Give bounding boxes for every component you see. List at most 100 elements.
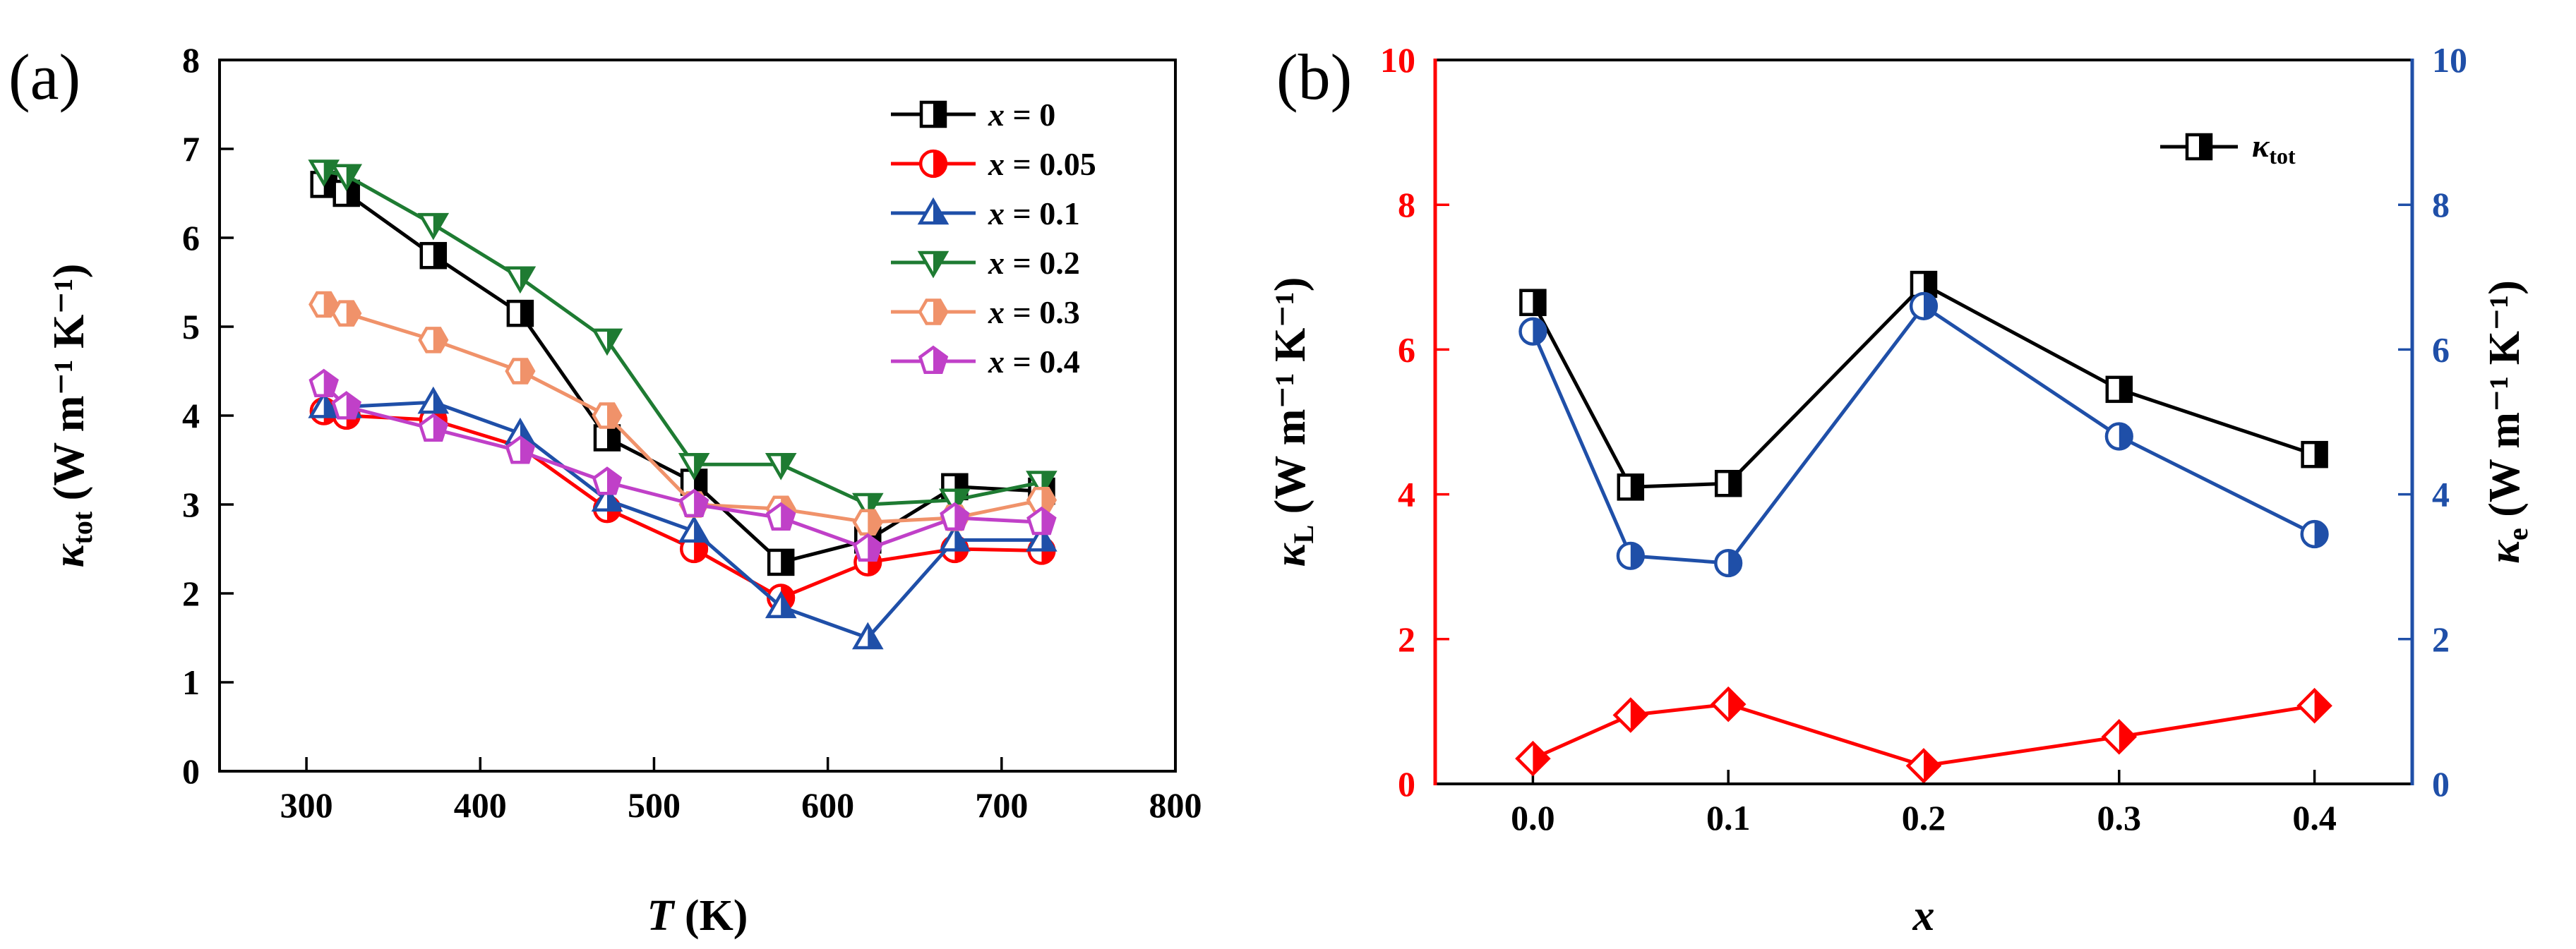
marker-shape <box>330 164 363 192</box>
marker-half-fill <box>1533 290 1545 315</box>
legend-marker <box>2185 133 2213 161</box>
x-tick-label: 0.2 <box>1902 798 1946 838</box>
data-point <box>331 300 362 327</box>
y-tick-label: 3 <box>182 485 200 524</box>
legend-marker <box>918 149 948 179</box>
data-point <box>1612 697 1649 733</box>
y-left-tick-label: 2 <box>1398 619 1415 659</box>
marker-half-fill <box>2199 135 2211 159</box>
x-tick-label: 400 <box>454 785 507 825</box>
marker-shape <box>2104 422 2133 451</box>
marker-shape <box>767 548 795 576</box>
marker-shape <box>2301 440 2328 469</box>
legend-label: x = 0.4 <box>988 344 1080 380</box>
data-point <box>308 368 339 397</box>
marker-shape <box>308 291 340 318</box>
marker-shape <box>592 466 623 495</box>
y-tick-label: 7 <box>182 129 200 169</box>
data-point <box>593 424 621 452</box>
marker-shape <box>1518 317 1547 346</box>
marker-half-fill <box>1728 471 1741 496</box>
marker-shape <box>1714 548 1743 578</box>
marker-half-fill <box>346 181 359 205</box>
data-point <box>417 212 450 241</box>
marker-shape <box>917 197 949 225</box>
marker-half-fill <box>2119 377 2131 401</box>
data-point <box>419 241 448 270</box>
marker-shape <box>592 402 623 429</box>
legend-marker <box>918 345 949 375</box>
marker-shape <box>1515 740 1551 777</box>
x-tick-label: 800 <box>1149 785 1202 825</box>
marker-shape <box>1714 469 1742 497</box>
legend-label: x = 0.05 <box>988 146 1096 182</box>
data-point <box>1616 541 1645 570</box>
y-tick-label: 6 <box>182 218 200 258</box>
marker-shape <box>331 391 361 420</box>
series-line <box>322 383 1042 551</box>
data-point <box>2104 422 2133 451</box>
data-point <box>331 391 361 420</box>
data-point <box>1909 291 1939 320</box>
y-tick-label: 4 <box>182 396 200 435</box>
series-line <box>1531 282 2316 489</box>
legend-label: x = 0.3 <box>988 294 1080 330</box>
marker-shape <box>418 413 449 442</box>
legend-label: x = 0 <box>988 97 1055 133</box>
marker-half-fill <box>694 470 707 495</box>
data-point <box>592 466 623 495</box>
marker-shape <box>1710 686 1747 723</box>
marker-shape <box>852 622 884 650</box>
panel-a-chart: (a) 300 400 500 600 700 800 0 1 2 3 4 5 6 7 8 T (K) κtot … <box>8 40 1202 940</box>
y-right-tick-label: 8 <box>2432 185 2450 224</box>
marker-shape <box>308 159 340 187</box>
plot-frame <box>218 59 1177 773</box>
data-point <box>2296 687 2332 724</box>
y-tick-label: 5 <box>182 307 200 346</box>
marker-shape <box>852 509 883 536</box>
marker-shape <box>418 327 449 353</box>
data-point <box>506 299 534 327</box>
data-point <box>505 358 536 385</box>
data-point <box>852 509 883 536</box>
marker-shape <box>308 368 339 397</box>
marker-shape <box>1616 541 1645 570</box>
data-point <box>767 548 795 576</box>
marker-shape <box>1617 473 1645 501</box>
marker-shape <box>1612 697 1649 733</box>
data-point <box>308 291 340 318</box>
marker-half-fill <box>781 454 794 478</box>
marker-shape <box>765 591 797 619</box>
x-tick-label: 700 <box>975 785 1028 825</box>
data-point <box>1515 740 1551 777</box>
data-point <box>2105 375 2133 404</box>
marker-half-fill <box>2314 442 2327 467</box>
marker-shape <box>765 502 796 531</box>
x-tick-label: 500 <box>628 785 681 825</box>
marker-shape <box>331 300 362 327</box>
marker-shape <box>308 391 340 418</box>
data-point <box>1905 748 1942 784</box>
panel-b-chart: (b) 0.0 0.1 0.2 0.3 0.4 0 2 4 6 8 10 0 2 4 6 8 10 x κL (W m… <box>1266 40 2534 940</box>
data-point <box>1710 686 1747 723</box>
data-point <box>1026 486 1058 514</box>
y-left-axis-title: κL (W m⁻¹ K⁻¹) <box>1266 277 1319 567</box>
data-point <box>418 327 449 353</box>
marker-shape <box>417 386 450 414</box>
marker-shape <box>765 453 797 480</box>
marker-shape <box>506 299 534 327</box>
data-point <box>2300 519 2329 549</box>
series-line <box>323 400 1042 640</box>
series-1 <box>1518 291 2329 578</box>
marker-shape <box>918 298 949 325</box>
marker-shape <box>678 515 710 543</box>
marker-shape <box>2296 687 2332 724</box>
data-point <box>591 328 623 356</box>
data-point <box>765 453 797 480</box>
x-axis-title: T (K) <box>647 892 748 940</box>
x-tick-label: 0.3 <box>2097 798 2142 838</box>
marker-half-fill <box>520 301 532 326</box>
data-point <box>1519 289 1547 316</box>
data-point <box>1518 317 1547 346</box>
